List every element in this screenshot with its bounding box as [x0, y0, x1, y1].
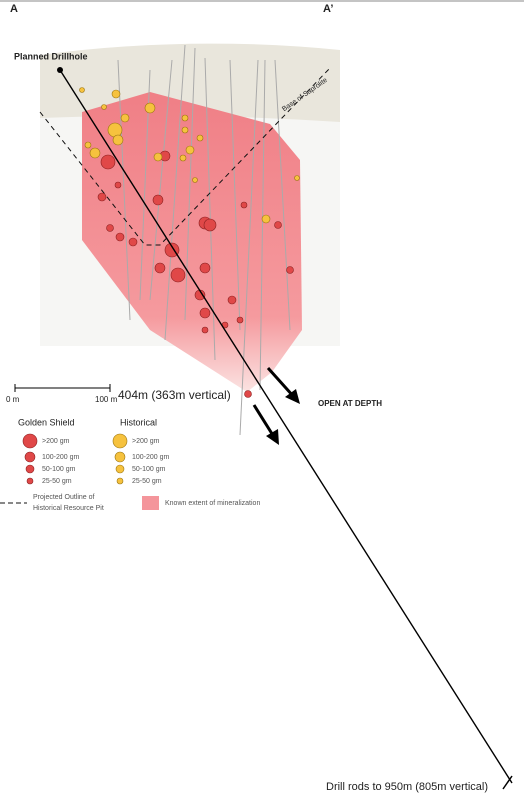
section-end: A’: [323, 3, 333, 15]
scale-end: 100 m: [95, 395, 118, 404]
legend-item: Historical Resource Pit: [33, 505, 104, 512]
legend-symbols: [22, 433, 128, 485]
legend-pink: [142, 496, 159, 510]
legend-item: 25-50 gm: [42, 478, 72, 485]
legend-title: Golden Shield: [18, 417, 75, 427]
legend-item: Projected Outline of: [33, 494, 95, 501]
intercept-label: 404m (363m vertical): [118, 388, 231, 402]
drillholes: [117, 44, 291, 436]
end-depth-label: Drill rods to 950m (805m vertical): [326, 781, 488, 793]
section-start: A: [10, 3, 18, 15]
open-arrows: [252, 366, 300, 445]
collar: [57, 67, 63, 73]
intercepts: [97, 150, 294, 398]
open-label: OPEN AT DEPTH: [318, 399, 382, 408]
historical-intercepts: [79, 87, 300, 224]
legend-item: 50-100 gm: [132, 466, 166, 473]
legend-item: 25-50 gm: [132, 478, 162, 485]
end-tick: [502, 775, 513, 790]
drillhole-label: Planned Drillhole: [14, 51, 88, 61]
planned-drillhole: [59, 69, 513, 784]
mineralization-zone: [82, 92, 302, 392]
legend-title: Historical: [120, 417, 157, 427]
legend-item: >200 gm: [132, 438, 160, 445]
legend-item: 100-200 gm: [132, 454, 170, 461]
legend-item: 50-100 gm: [42, 466, 76, 473]
pit-outline: [39, 67, 331, 246]
legend-item: 100-200 gm: [42, 454, 80, 461]
legend-item: >200 gm: [42, 438, 70, 445]
legend-item: Known extent of mineralization: [165, 500, 260, 507]
scale-start: 0 m: [6, 395, 20, 404]
